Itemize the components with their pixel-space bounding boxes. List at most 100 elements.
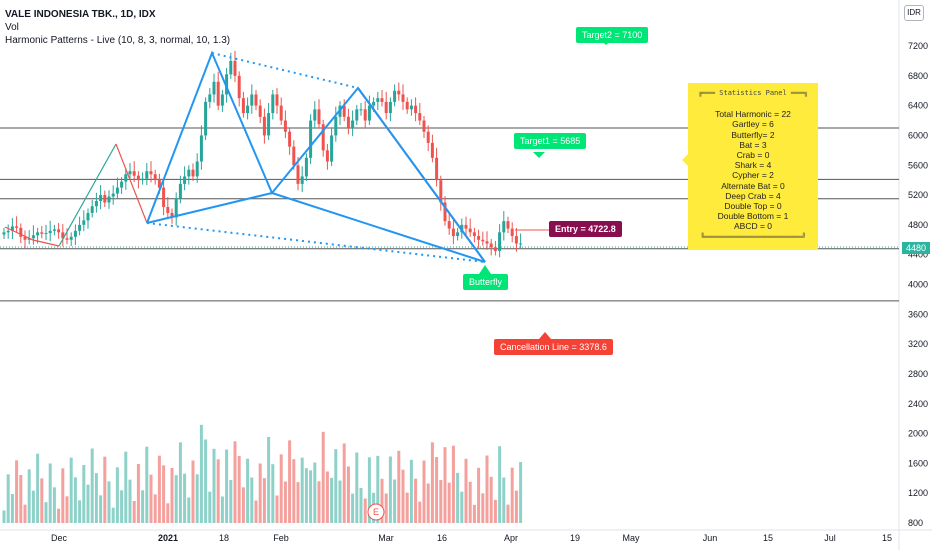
candle-body <box>191 169 195 177</box>
volume-bar <box>342 443 346 523</box>
price-tick-label: 1200 <box>908 488 928 498</box>
candle-body <box>355 109 359 121</box>
volume-bar <box>27 469 31 523</box>
volume-bar <box>6 474 10 523</box>
candle-body <box>506 221 510 229</box>
candle-body <box>254 94 258 106</box>
volume-bar <box>174 475 178 523</box>
volume-bar <box>275 495 279 523</box>
candle-body <box>485 241 489 244</box>
price-tick-label: 3200 <box>908 339 928 349</box>
volume-bar <box>204 439 208 523</box>
volume-bar <box>157 455 161 523</box>
price-tick-label: 7200 <box>908 41 928 51</box>
pattern-label: Butterfly <box>463 274 509 290</box>
volume-bar <box>23 504 27 523</box>
volume-bar <box>384 493 388 523</box>
candle-body <box>145 171 149 179</box>
volume-bar <box>183 473 187 523</box>
target1-label: Target1 = 5685 <box>514 133 587 149</box>
candle-body <box>262 116 266 136</box>
candle-body <box>334 116 338 136</box>
volume-bar <box>380 478 384 523</box>
candle-body <box>178 183 182 199</box>
candle-body <box>292 146 296 166</box>
earnings-marker-label: E <box>373 507 379 517</box>
volume-bar <box>435 457 439 523</box>
pattern-dotted-line <box>211 52 359 89</box>
candle-body <box>514 236 518 244</box>
volume-bar <box>99 495 103 523</box>
candle-body <box>170 212 174 218</box>
currency-button[interactable]: IDR <box>904 5 924 21</box>
volume-bar <box>57 508 61 523</box>
candle-body <box>183 176 187 184</box>
candle-body <box>443 202 447 222</box>
candle-body <box>380 98 384 102</box>
candle-body <box>19 227 23 237</box>
volume-bar <box>73 477 77 523</box>
pattern-dotted-line <box>146 222 486 263</box>
volume-bar <box>409 459 413 523</box>
candle-body <box>2 232 6 235</box>
candle-body <box>31 235 35 239</box>
candle-body <box>36 232 40 236</box>
volume-bar <box>376 455 380 523</box>
candle-body <box>90 206 94 213</box>
volume-bar <box>346 466 350 523</box>
volume-bar <box>191 460 195 523</box>
butterfly-pattern-leg <box>146 192 273 224</box>
candle-body <box>10 226 14 231</box>
volume-bar <box>472 504 476 523</box>
volume-bar <box>477 467 481 523</box>
candle-body <box>120 181 124 188</box>
candle-body <box>149 171 153 175</box>
candle-body <box>166 206 170 213</box>
candle-body <box>48 230 52 234</box>
candle-body <box>409 105 413 110</box>
candle-body <box>225 74 229 95</box>
candle-body <box>519 243 523 245</box>
volume-bar <box>426 483 430 523</box>
candle-body <box>52 229 56 231</box>
volume-bar <box>464 458 468 523</box>
volume-indicator-label[interactable]: Vol <box>5 22 19 33</box>
candle-body <box>57 229 61 233</box>
price-tick-label: 5600 <box>908 160 928 170</box>
candle-body <box>510 228 514 237</box>
candle-body <box>456 232 460 237</box>
candle-body <box>451 228 455 237</box>
volume-bar <box>325 471 329 523</box>
harmonic-indicator-label[interactable]: Harmonic Patterns - Live (10, 8, 3, norm… <box>5 35 231 46</box>
candle-body <box>258 105 262 117</box>
candle-body <box>351 120 355 128</box>
volume-bar <box>443 447 447 523</box>
candle-body <box>363 109 367 121</box>
time-tick-label: 19 <box>570 533 580 543</box>
volume-bar <box>388 456 392 523</box>
volume-bar <box>237 456 241 523</box>
candle-body <box>271 94 275 114</box>
volume-bar <box>212 448 216 523</box>
candle-body <box>414 105 418 114</box>
price-tick-label: 2800 <box>908 369 928 379</box>
cancellation-label: Cancellation Line = 3378.6 <box>494 339 613 355</box>
volume-bar <box>78 500 82 523</box>
price-tick-label: 3600 <box>908 309 928 319</box>
volume-bar <box>460 491 464 523</box>
price-tick-label: 6400 <box>908 101 928 111</box>
candle-body <box>325 150 329 162</box>
candle-body <box>229 60 233 75</box>
time-tick-label: 15 <box>763 533 773 543</box>
volume-bar <box>2 510 6 523</box>
time-tick-label: Jul <box>824 533 836 543</box>
volume-bar <box>439 480 443 523</box>
volume-bar <box>363 498 367 523</box>
volume-bar <box>153 494 157 523</box>
time-tick-label: 2021 <box>158 533 178 543</box>
volume-bar <box>103 456 107 523</box>
candle-body <box>40 232 44 234</box>
volume-bar <box>132 501 136 523</box>
volume-bar <box>451 445 455 523</box>
volume-bar <box>115 467 119 523</box>
